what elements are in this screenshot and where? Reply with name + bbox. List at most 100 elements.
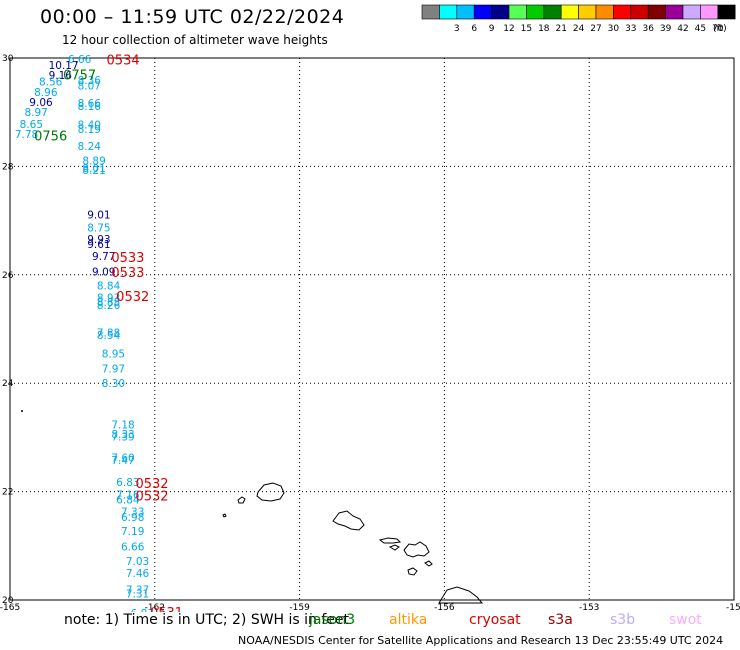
wave-height-label: 8.96	[34, 87, 58, 99]
wave-height-label: 8.16	[78, 101, 102, 113]
longitude-tick-label: -162	[145, 603, 165, 612]
coastline	[378, 537, 402, 544]
coastline	[332, 510, 365, 531]
map-frame	[9, 57, 735, 601]
legend-label: 21	[555, 24, 566, 34]
latitude-tick-label: 22	[2, 488, 13, 498]
wave-height-label: 8.01	[82, 163, 105, 175]
longitude-tick-label: -165	[0, 603, 20, 612]
chart-title: 00:00 – 11:59 UTC 02/22/2024	[40, 6, 345, 28]
legend-label: 33	[625, 24, 636, 34]
wave-height-label: 8.36	[78, 75, 102, 87]
legend-label: 36	[642, 24, 654, 34]
legend-label: 39	[660, 24, 672, 34]
wave-height-label: 7.19	[121, 526, 144, 538]
wave-height-label: 9.16	[49, 70, 73, 82]
coastline	[256, 482, 285, 502]
longitude-tick-label: -159	[289, 603, 310, 612]
wave-height-label: 6.83	[131, 608, 154, 612]
wave-height-label: 8.85	[97, 297, 120, 309]
satellite-jason3: jason3	[309, 612, 356, 628]
wave-height-label: 8.21	[82, 165, 105, 177]
coastline	[407, 567, 418, 576]
legend-label: 30	[608, 24, 620, 34]
pass-time-label: 0532	[116, 290, 149, 305]
wave-height-label: 7.60	[111, 452, 134, 464]
wave-height-label: 9.09	[92, 267, 115, 279]
longitude-tick-label: -15	[726, 603, 740, 612]
legend-label: 70	[712, 24, 724, 34]
legend-label: 45	[695, 24, 706, 34]
wave-height-label: 8.26	[97, 300, 121, 312]
longitude-tick-label: -153	[579, 603, 599, 612]
legend-unit: (ft)	[713, 24, 727, 34]
wave-height-label: 6.83	[116, 477, 139, 489]
wave-height-label: 9.93	[87, 234, 110, 246]
wave-height-label: 6.98	[121, 512, 144, 524]
wave-height-label: 8.54	[97, 330, 121, 342]
wave-height-label: 7.39	[111, 431, 134, 443]
legend-label: 9	[489, 24, 495, 34]
wave-height-label: 7.37	[126, 585, 149, 597]
wave-height-label: 8.30	[102, 378, 125, 390]
wave-height-label: 8.56	[39, 76, 63, 88]
legend-label: 3	[454, 24, 460, 34]
wave-height-label: 6.66	[68, 54, 92, 66]
pass-time-label: 0533	[111, 251, 144, 266]
wave-height-label: 8.66	[78, 98, 102, 110]
legend-label: 15	[521, 24, 532, 34]
wave-height-label: 8.65	[20, 119, 43, 131]
wave-height-label: 9.77	[92, 251, 115, 263]
coastline	[438, 586, 484, 604]
legend-label: 24	[573, 24, 585, 34]
wave-height-label: 8.97	[24, 107, 47, 119]
pass-time-label: 0756	[34, 130, 67, 145]
latitude-tick-label: 30	[2, 54, 14, 64]
pass-time-label: 0531	[150, 606, 183, 612]
pass-time-label: 0534	[107, 54, 140, 69]
latitude-tick-label: 28	[2, 162, 14, 172]
wave-height-label: 9.61	[87, 239, 110, 251]
satellite-altika: altika	[389, 612, 428, 628]
coastline	[222, 513, 227, 518]
wave-height-label: 9.06	[29, 97, 53, 109]
legend-label: 18	[538, 24, 550, 34]
latitude-tick-label: 20	[2, 596, 14, 606]
wave-height-label: 8.75	[87, 223, 110, 235]
satellite-s3a: s3a	[548, 612, 573, 628]
wave-height-label: 7.88	[97, 327, 120, 339]
wave-height-label: 8.33	[111, 429, 134, 441]
legend-label: 6	[471, 24, 477, 34]
wave-height-label: 8.93	[97, 293, 120, 305]
island-dot	[21, 410, 23, 412]
legend-label: 42	[677, 24, 688, 34]
longitude-tick-label: -156	[434, 603, 455, 612]
legend-swatch	[717, 4, 736, 20]
wave-height-label: 7.16	[116, 489, 140, 501]
wave-height-label: 9.01	[87, 210, 110, 222]
legend-label: 12	[503, 24, 514, 34]
pass-time-label: 0533	[111, 266, 144, 281]
wave-height-label: 8.07	[78, 81, 101, 93]
wave-height-label: 8.40	[78, 120, 101, 132]
credit-line: NOAA/NESDIS Center for Satellite Applica…	[238, 634, 724, 647]
wave-height-label: 7.33	[121, 507, 144, 519]
wave-height-label: 8.95	[102, 348, 125, 360]
legend-label: 27	[590, 24, 601, 34]
wave-height-label: 7.97	[102, 364, 125, 376]
wave-height-label: 7.47	[111, 455, 134, 467]
wave-height-label: 10.17	[49, 60, 79, 72]
wave-height-label: 7.46	[126, 568, 150, 580]
coastline	[388, 544, 400, 551]
satellite-swot: swot	[669, 612, 702, 628]
latitude-tick-label: 24	[2, 379, 14, 389]
coastline	[424, 560, 433, 567]
wave-height-label: 6.66	[121, 541, 145, 553]
satellite-s3b: s3b	[610, 612, 636, 628]
wave-height-label: 6.84	[116, 495, 140, 507]
wave-height-label: 8.24	[78, 141, 102, 153]
wave-height-label: 7.18	[111, 419, 134, 431]
satellite-cryosat: cryosat	[469, 612, 521, 628]
pass-time-label: 0757	[63, 68, 96, 83]
